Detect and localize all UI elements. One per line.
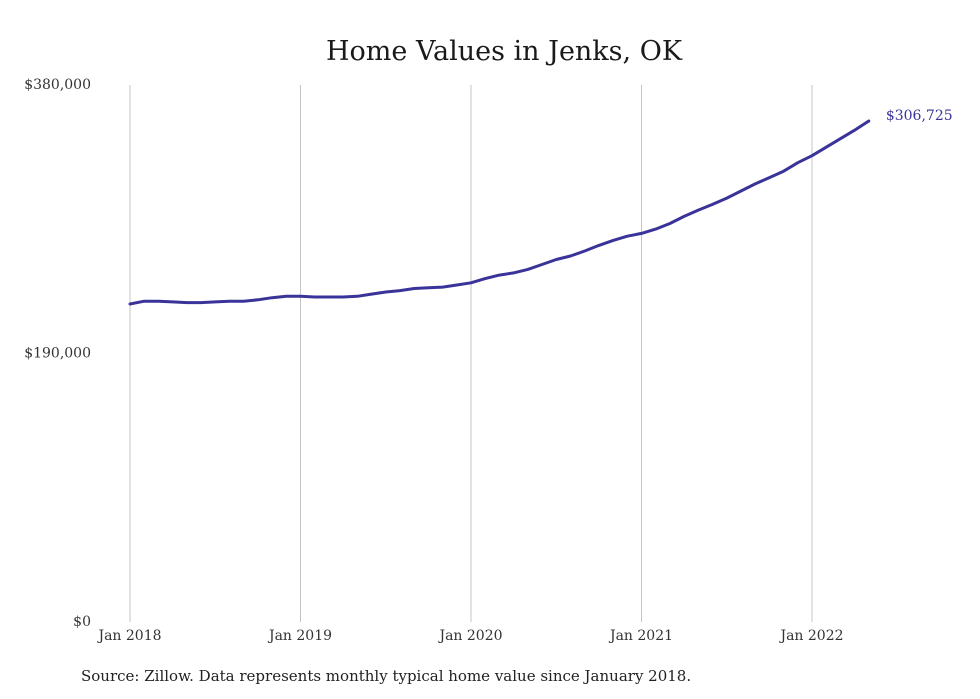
x-axis-tick-labels: Jan 2018 Jan 2019 Jan 2020 Jan 2021 Jan 2022 (96, 628, 843, 644)
x-tick-label: Jan 2022 (778, 628, 843, 644)
y-tick-label: $190,000 (24, 346, 91, 362)
y-tick-label: $380,000 (24, 77, 91, 93)
series-line (128, 119, 871, 306)
x-tick-label: Jan 2018 (96, 628, 161, 644)
vertical-gridlines (129, 85, 813, 622)
x-tick-label: Jan 2020 (437, 628, 502, 644)
x-tick-label: Jan 2019 (267, 628, 332, 644)
series-group (128, 119, 871, 306)
y-axis-tick-labels: $0 $190,000 $380,000 (24, 77, 91, 630)
x-tick-label: Jan 2021 (608, 628, 673, 644)
end-value-label: $306,725 (886, 108, 953, 124)
source-note: Source: Zillow. Data represents monthly … (81, 667, 692, 685)
chart-title: Home Values in Jenks, OK (326, 36, 683, 67)
y-tick-label: $0 (73, 614, 91, 630)
